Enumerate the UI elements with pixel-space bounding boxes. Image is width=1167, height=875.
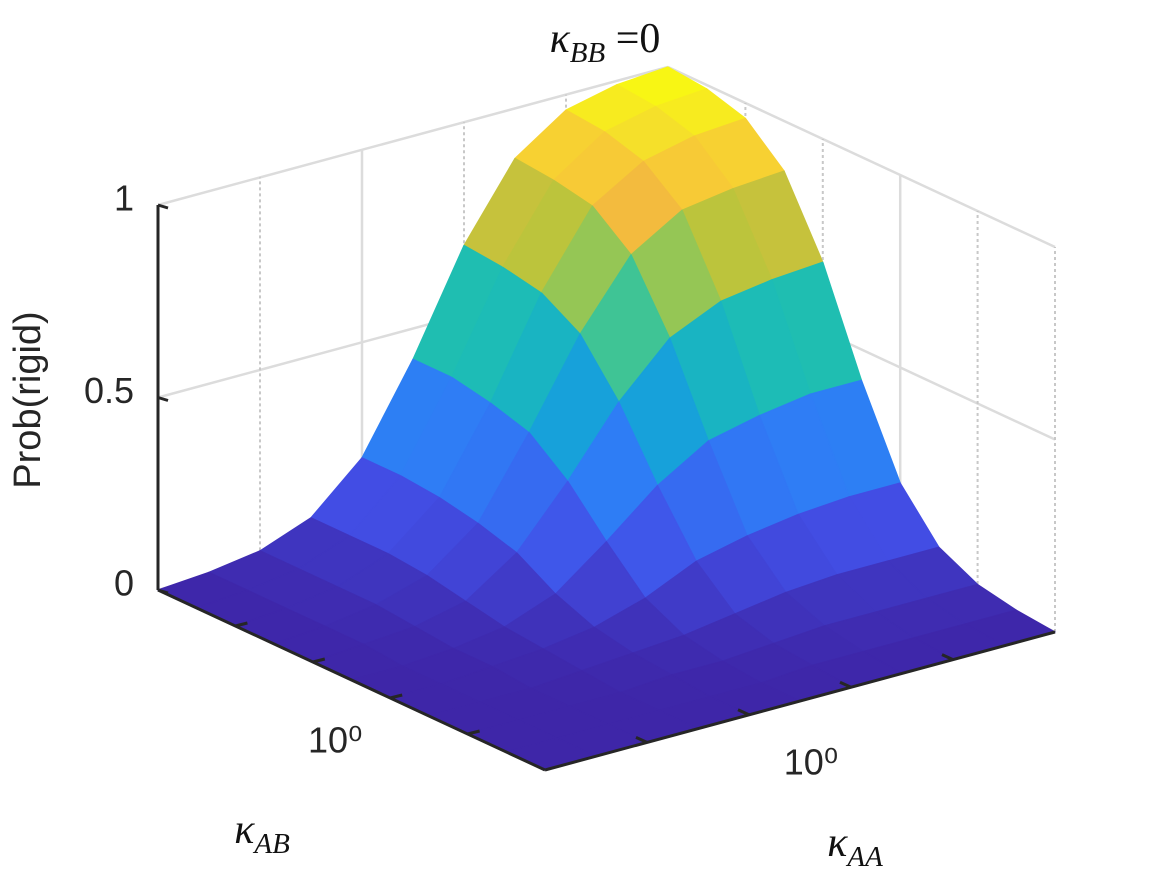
xlabel-subscript: AA	[845, 841, 883, 873]
y-tick	[312, 657, 326, 664]
axes: 0 0.5 1 10⁰ 10⁰	[84, 178, 1056, 782]
z-tick	[157, 396, 169, 402]
x-tick	[839, 680, 852, 689]
grid-line	[667, 65, 1056, 249]
z-tick-label: 0	[114, 563, 134, 604]
title-symbol: κ	[550, 16, 571, 62]
x-tick	[941, 653, 954, 661]
ylabel-subscript: AB	[252, 828, 290, 860]
x-tick	[737, 708, 750, 717]
z-tick	[157, 588, 169, 595]
z-axis-label: Prob(rigid)	[7, 311, 49, 488]
title-text: =0	[605, 16, 660, 62]
z-tick	[157, 203, 169, 210]
x-tick-label: 10⁰	[784, 741, 838, 782]
ylabel-symbol: κ	[234, 807, 255, 853]
x-tick	[635, 736, 648, 744]
y-axis	[157, 588, 546, 772]
z-tick-label: 1	[114, 178, 134, 219]
surface	[157, 66, 1056, 771]
y-tick	[467, 729, 480, 736]
grid-line	[157, 65, 669, 207]
x-axis-label: κAA	[827, 820, 883, 873]
y-tick	[389, 693, 403, 700]
y-tick-label: 10⁰	[308, 720, 362, 761]
xlabel-symbol: κ	[827, 820, 848, 866]
y-axis-label: κAB	[234, 807, 290, 860]
y-tick	[235, 621, 248, 628]
title-subscript: BB	[570, 37, 606, 69]
z-tick-label: 0.5	[84, 370, 134, 411]
chart-title: κBB =0	[550, 16, 661, 69]
x-axis	[544, 630, 1056, 772]
